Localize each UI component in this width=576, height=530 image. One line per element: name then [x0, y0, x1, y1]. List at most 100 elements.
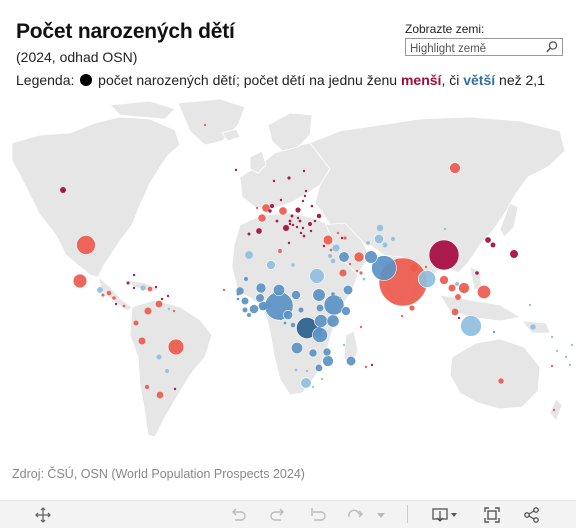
bubble-switzerland[interactable]: Switzerland — [275, 219, 279, 223]
share-icon[interactable] — [522, 505, 542, 525]
bubble-uk[interactable]: UK — [261, 203, 271, 213]
bubble-georgia[interactable]: Georgia — [336, 231, 340, 235]
bubble-turkmenistan[interactable]: Turkmenistan — [366, 241, 370, 245]
bubble-hungary[interactable]: Hungary — [298, 219, 302, 223]
bubble-bolivia[interactable]: Bolivia — [156, 354, 162, 360]
bubble-mali[interactable]: Mali — [255, 282, 267, 294]
bubble-croatia[interactable]: Croatia — [291, 223, 295, 227]
bubble-mongolia[interactable]: Mongolia — [443, 227, 447, 231]
bubble-malaysia[interactable]: Malaysia — [451, 308, 459, 316]
bubble-libya[interactable]: Libya — [291, 263, 295, 267]
bubble-netherlands[interactable]: Netherlands — [269, 203, 275, 209]
bubble-cuba[interactable]: Cuba — [126, 281, 130, 285]
bubble-kyrgyzstan[interactable]: Kyrgyzstan — [391, 237, 395, 241]
bubble-equatorial-guinea[interactable]: Equatorial Guinea — [279, 317, 283, 321]
bubble-jamaica[interactable]: Jamaica — [132, 286, 136, 290]
bubble-italy[interactable]: Italy — [282, 224, 290, 232]
bubble-germany[interactable]: Germany — [278, 206, 288, 216]
bubble-peru[interactable]: Peru — [138, 337, 146, 345]
bubble-yemen[interactable]: Yemen — [342, 284, 354, 296]
bubble-vietnam[interactable]: Vietnam — [458, 282, 470, 294]
bubble-portugal[interactable]: Portugal — [247, 232, 251, 236]
bubble-layer[interactable]: IndiaChinaNigeriaPakistanDR CongoIndones… — [60, 123, 574, 412]
bubble-bulgaria[interactable]: Bulgaria — [309, 229, 313, 233]
bubble-zambia[interactable]: Zambia — [308, 348, 318, 358]
bubble-nicaragua[interactable]: Nicaragua — [112, 296, 116, 300]
bubble-eswatini[interactable]: Eswatini — [320, 377, 324, 381]
bubble-argentina[interactable]: Argentina — [156, 391, 164, 399]
bubble-saudi-arabia[interactable]: Saudi Arabia — [339, 269, 347, 277]
bubble-ecuador[interactable]: Ecuador — [133, 320, 139, 326]
bubble-maldives[interactable]: Maldives — [400, 314, 404, 318]
bubble-iran[interactable]: Iran — [353, 251, 365, 263]
bubble-guinea[interactable]: Guinea — [241, 297, 249, 305]
bubble-djibouti[interactable]: Djibouti — [338, 296, 342, 300]
bubble-japan[interactable]: Japan — [509, 249, 519, 259]
bubble-taiwan[interactable]: Taiwan — [475, 271, 479, 275]
bubble-france[interactable]: France — [257, 213, 267, 223]
bubble-australia[interactable]: Australia — [498, 378, 504, 384]
bubble-solomon-islands[interactable]: Solomon Islands — [550, 335, 554, 339]
bubble-malawi[interactable]: Malawi — [322, 347, 332, 357]
bubble-usa[interactable]: USA — [76, 235, 96, 255]
bubble-sweden[interactable]: Sweden — [287, 176, 291, 180]
bubble-new-zealand[interactable]: New Zealand — [552, 408, 556, 412]
bubble-czechia[interactable]: Czechia — [290, 214, 294, 218]
bubble-china[interactable]: China — [428, 239, 460, 271]
bubble-canada[interactable]: Canada — [60, 187, 66, 193]
move-icon[interactable] — [33, 505, 53, 525]
bubble-bhutan[interactable]: Bhutan — [424, 265, 428, 269]
bubble-botswana[interactable]: Botswana — [305, 369, 309, 373]
bubble-gambia[interactable]: Gambia — [236, 292, 240, 296]
bubble-colombia[interactable]: Colombia — [144, 307, 152, 315]
bubble-albania[interactable]: Albania — [299, 231, 303, 235]
bubble-tunisia[interactable]: Tunisia — [278, 249, 282, 253]
bubble-lebanon[interactable]: Lebanon — [329, 248, 333, 252]
bubble-greece[interactable]: Greece — [302, 234, 306, 238]
bubble-south-korea[interactable]: South Korea — [490, 242, 496, 248]
dropdown-icon[interactable] — [372, 505, 392, 525]
redo-icon[interactable] — [268, 505, 288, 525]
bubble-mauritius[interactable]: Mauritius — [370, 363, 374, 367]
bubble-finland[interactable]: Finland — [302, 169, 306, 173]
bubble-iraq[interactable]: Iraq — [338, 251, 350, 263]
bubble-mozambique[interactable]: Mozambique — [322, 355, 334, 367]
bubble-kazakhstan[interactable]: Kazakhstan — [376, 224, 384, 232]
bubble-timor-leste[interactable]: Timor-Leste — [492, 330, 496, 334]
bubble-cambodia[interactable]: Cambodia — [455, 294, 461, 300]
bubble-south-sudan[interactable]: South Sudan — [316, 304, 324, 312]
bubble-qatar[interactable]: Qatar — [355, 269, 359, 273]
bubble-guyana[interactable]: Guyana — [167, 307, 171, 311]
bubble-russia[interactable]: Russia — [449, 162, 461, 174]
bubble-greenland[interactable]: Greenland — [203, 123, 207, 127]
bubble-philippines[interactable]: Philippines — [476, 284, 492, 300]
bubble-samoa[interactable]: Samoa — [570, 343, 574, 347]
bubble-pakistan[interactable]: Pakistan — [371, 255, 397, 281]
bubble-madagascar[interactable]: Madagascar — [345, 355, 357, 367]
bubble-egypt[interactable]: Egypt — [309, 268, 325, 284]
world-map[interactable]: IndiaChinaNigeriaPakistanDR CongoIndones… — [0, 95, 576, 445]
bubble-comoros[interactable]: Comoros — [342, 343, 346, 347]
bubble-sudan[interactable]: Sudan — [312, 288, 326, 302]
bubble-afghanistan[interactable]: Afghanistan — [364, 250, 378, 264]
bubble-papua-new-guinea[interactable]: Papua New Guinea — [530, 324, 536, 330]
bubble-north-korea[interactable]: North Korea — [485, 237, 491, 243]
revert-icon[interactable] — [308, 505, 328, 525]
bubble-malta[interactable]: Malta — [287, 241, 291, 245]
bubble-seychelles[interactable]: Seychelles — [359, 325, 363, 329]
bubble-namibia[interactable]: Namibia — [294, 368, 298, 372]
bubble-panama[interactable]: Panama — [122, 304, 126, 308]
bubble-azerbaijan[interactable]: Azerbaijan — [343, 236, 347, 240]
bubble-slovenia[interactable]: Slovenia — [288, 222, 292, 226]
bubble-hawaii[interactable]: Hawaii — [62, 189, 66, 193]
bubble-belarus[interactable]: Belarus — [310, 204, 314, 208]
bubble-vanuatu[interactable]: Vanuatu — [555, 349, 559, 353]
bubble-eritrea[interactable]: Eritrea — [331, 292, 335, 296]
forward-icon[interactable] — [345, 505, 365, 525]
bubble-tonga[interactable]: Tonga — [568, 363, 572, 367]
bubble-guinea-bissau[interactable]: Guinea-Bissau — [236, 297, 240, 301]
bubble-guatemala[interactable]: Guatemala — [97, 287, 103, 293]
bubble-cameroon[interactable]: Cameroon — [283, 310, 293, 320]
bubble-cabo-verde[interactable]: Cabo Verde — [222, 288, 226, 292]
download-icon[interactable] — [430, 505, 460, 525]
